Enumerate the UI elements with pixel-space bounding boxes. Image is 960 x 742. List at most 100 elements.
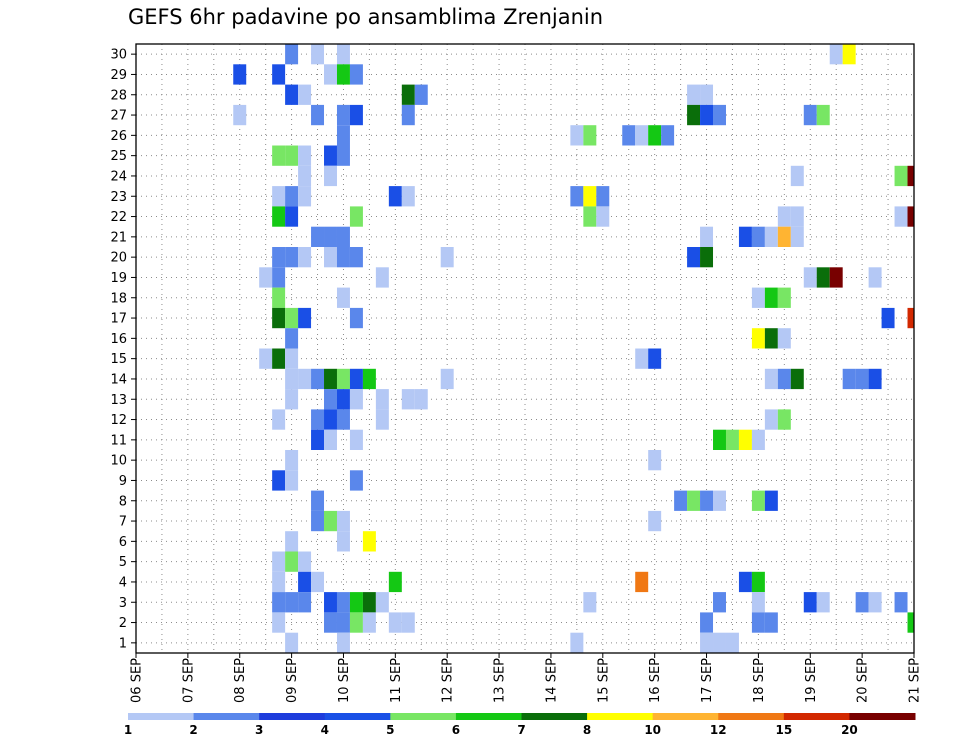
precip-cell bbox=[272, 612, 286, 633]
precip-cell bbox=[336, 389, 350, 410]
colorbar-label: 10 bbox=[644, 723, 661, 737]
precip-cell bbox=[285, 632, 299, 653]
y-tick-label: 27 bbox=[110, 109, 127, 124]
precip-cell bbox=[349, 206, 363, 227]
precip-cell bbox=[687, 247, 701, 268]
precip-cell bbox=[375, 389, 389, 410]
precip-cell bbox=[272, 206, 286, 227]
precip-cell bbox=[285, 307, 299, 329]
precip-cell bbox=[738, 429, 752, 450]
precip-cell bbox=[233, 104, 247, 126]
precip-cell bbox=[298, 551, 312, 572]
precip-cell bbox=[700, 84, 714, 105]
precip-cell bbox=[311, 104, 325, 126]
precip-cell bbox=[285, 44, 299, 65]
precip-cell bbox=[285, 551, 299, 572]
precip-cell bbox=[777, 368, 791, 390]
colorbar-label: 4 bbox=[321, 723, 329, 737]
precip-cell bbox=[648, 450, 662, 471]
x-tick-label: 16 SEP bbox=[648, 658, 663, 703]
colorbar-segment bbox=[455, 713, 522, 720]
precip-cell bbox=[751, 328, 765, 349]
x-tick-label: 06 SEP bbox=[130, 658, 145, 703]
colorbar-segment bbox=[128, 713, 195, 720]
precip-cell bbox=[674, 490, 688, 511]
precip-cell bbox=[375, 592, 389, 613]
precip-cell bbox=[336, 368, 350, 390]
y-tick-label: 30 bbox=[110, 48, 127, 63]
precip-cell bbox=[336, 531, 350, 552]
y-tick-label: 16 bbox=[110, 332, 127, 347]
precip-cell bbox=[570, 186, 584, 207]
precip-cell bbox=[311, 368, 325, 390]
colorbar-segment bbox=[390, 713, 457, 720]
y-tick-label: 3 bbox=[119, 596, 127, 611]
precip-cell bbox=[233, 64, 247, 85]
precip-cell bbox=[336, 125, 350, 146]
precip-cell bbox=[700, 490, 714, 511]
colorbar-segment bbox=[652, 713, 719, 720]
x-tick-label: 07 SEP bbox=[181, 658, 196, 703]
precip-cell bbox=[285, 247, 299, 268]
precip-cell bbox=[285, 328, 299, 349]
precip-cell bbox=[401, 612, 415, 633]
precip-cell bbox=[272, 186, 286, 207]
precip-cell bbox=[285, 84, 299, 105]
x-tick-label: 17 SEP bbox=[700, 658, 715, 703]
precip-cell bbox=[907, 307, 914, 329]
precip-cell bbox=[881, 307, 895, 329]
precip-cell bbox=[324, 64, 337, 85]
y-tick-label: 11 bbox=[110, 433, 127, 448]
precip-cell bbox=[803, 104, 817, 126]
x-tick-label: 18 SEP bbox=[752, 658, 767, 703]
precip-cell bbox=[816, 592, 830, 613]
y-tick-label: 5 bbox=[119, 555, 127, 570]
precip-cell bbox=[907, 206, 914, 227]
precip-cell bbox=[324, 612, 337, 633]
precip-cell bbox=[388, 186, 402, 207]
precip-cell bbox=[725, 429, 739, 450]
precip-cell bbox=[700, 612, 714, 633]
y-tick-label: 29 bbox=[110, 68, 127, 83]
precip-cell bbox=[790, 165, 804, 187]
precip-cell bbox=[298, 186, 312, 207]
precip-cell bbox=[272, 287, 286, 308]
precip-cell bbox=[583, 186, 597, 207]
precip-cell bbox=[648, 348, 662, 369]
colorbar-label: 5 bbox=[386, 723, 394, 737]
precip-cell bbox=[713, 632, 726, 653]
precip-cell bbox=[725, 632, 739, 653]
precip-cell bbox=[285, 531, 299, 552]
colorbar-segment bbox=[259, 713, 326, 720]
x-tick-label: 20 SEP bbox=[856, 658, 871, 703]
precip-cell bbox=[790, 226, 804, 247]
precip-cell bbox=[375, 409, 389, 430]
precip-cell bbox=[401, 186, 415, 207]
precip-cell bbox=[285, 145, 299, 166]
precip-cell bbox=[349, 592, 363, 613]
precip-cell bbox=[816, 267, 830, 288]
x-tick-label: 15 SEP bbox=[596, 658, 611, 703]
precip-cell bbox=[713, 429, 726, 450]
precip-cell bbox=[635, 348, 649, 369]
precip-cell bbox=[272, 64, 286, 85]
x-tick-label: 21 SEP bbox=[908, 658, 923, 703]
precip-cell bbox=[401, 104, 415, 126]
precip-cell bbox=[324, 409, 337, 430]
precip-cell bbox=[842, 44, 856, 65]
precip-cell bbox=[764, 409, 778, 430]
precip-cell bbox=[311, 429, 325, 450]
precip-cell bbox=[388, 612, 402, 633]
precip-cell bbox=[894, 165, 908, 187]
precip-cell bbox=[583, 206, 597, 227]
plot-frame bbox=[135, 43, 915, 654]
colorbar-segment bbox=[587, 713, 654, 720]
precip-cell bbox=[259, 348, 273, 369]
colorbar-segment bbox=[783, 713, 850, 720]
x-tick-label: 19 SEP bbox=[804, 658, 819, 703]
chart-title: GEFS 6hr padavine po ansamblima Zrenjani… bbox=[128, 5, 604, 29]
colorbar-label: 6 bbox=[452, 723, 460, 737]
precip-cell bbox=[336, 409, 350, 430]
precip-cell bbox=[336, 612, 350, 633]
